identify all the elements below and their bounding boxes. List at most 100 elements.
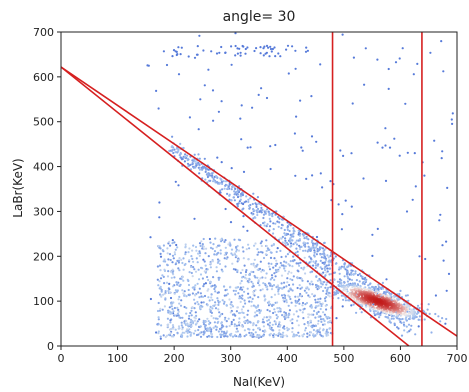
data-point <box>240 202 243 205</box>
data-point <box>304 303 307 306</box>
data-point <box>327 263 331 266</box>
data-point <box>260 270 263 273</box>
data-point <box>177 325 181 328</box>
data-point <box>334 293 338 296</box>
data-point <box>178 269 181 272</box>
data-point <box>316 279 319 282</box>
data-point <box>188 116 191 119</box>
data-point <box>275 262 278 265</box>
data-point <box>223 318 227 321</box>
data-point <box>233 199 236 202</box>
data-point <box>308 246 311 249</box>
data-point <box>367 284 370 287</box>
data-point <box>197 166 200 169</box>
data-point <box>233 334 237 337</box>
data-point <box>379 314 382 317</box>
data-point <box>239 288 242 291</box>
data-point <box>191 286 194 289</box>
data-point <box>290 233 293 236</box>
data-point <box>208 335 211 338</box>
data-point <box>319 297 322 300</box>
data-point <box>214 181 217 184</box>
data-point <box>269 256 273 259</box>
data-point <box>294 241 297 244</box>
data-point <box>310 95 313 98</box>
data-point <box>350 152 353 155</box>
data-point <box>252 192 255 195</box>
data-point <box>161 249 164 252</box>
data-point <box>216 297 219 300</box>
data-point <box>173 306 176 310</box>
data-point <box>157 318 160 321</box>
data-point <box>361 282 364 285</box>
data-point <box>279 335 282 338</box>
data-point <box>264 253 267 256</box>
data-point <box>423 174 426 177</box>
data-point <box>303 256 306 259</box>
data-point <box>171 285 175 288</box>
data-point <box>288 313 291 316</box>
data-point <box>322 318 325 321</box>
data-point <box>404 312 407 315</box>
data-point <box>384 144 387 147</box>
data-point <box>170 276 173 279</box>
data-point <box>399 314 402 317</box>
data-point <box>185 306 188 310</box>
data-point <box>237 238 240 241</box>
data-point <box>274 310 277 314</box>
data-point <box>294 49 297 52</box>
data-point <box>407 299 410 302</box>
data-point <box>245 269 248 272</box>
data-point <box>178 316 181 319</box>
data-point <box>306 335 309 338</box>
data-point <box>405 325 408 328</box>
data-point <box>284 239 287 242</box>
data-point <box>259 309 262 312</box>
data-point <box>162 334 165 337</box>
data-point <box>249 334 252 337</box>
data-point <box>179 156 182 159</box>
data-point <box>246 287 249 290</box>
data-point <box>306 250 309 253</box>
data-point <box>403 312 406 315</box>
data-point <box>172 310 175 313</box>
data-point <box>160 295 163 298</box>
data-point <box>246 146 249 149</box>
data-point <box>245 195 248 198</box>
data-point <box>203 157 206 160</box>
data-point <box>408 330 411 333</box>
data-point <box>265 285 268 288</box>
data-point <box>159 307 162 310</box>
data-point <box>182 257 185 260</box>
data-point <box>168 306 171 309</box>
data-point <box>381 287 385 290</box>
data-point <box>254 331 257 334</box>
data-point <box>287 316 290 319</box>
data-point <box>248 331 251 334</box>
data-point <box>286 272 290 275</box>
data-point <box>317 315 320 318</box>
data-point <box>299 292 302 296</box>
data-point <box>265 249 268 253</box>
data-point <box>218 262 222 266</box>
data-point <box>239 54 242 57</box>
data-point <box>223 257 226 260</box>
data-point <box>333 278 336 281</box>
data-point <box>325 296 328 299</box>
data-point <box>202 258 205 261</box>
data-point <box>441 317 444 320</box>
data-point <box>233 193 236 196</box>
data-point <box>281 314 284 317</box>
data-point <box>285 48 288 51</box>
data-point <box>211 298 214 302</box>
data-point <box>207 320 210 323</box>
data-point <box>300 146 303 149</box>
data-point <box>395 297 399 300</box>
data-point <box>289 287 292 290</box>
data-point <box>248 247 251 250</box>
data-point <box>218 276 221 279</box>
data-point <box>297 315 300 318</box>
data-point <box>198 172 201 175</box>
data-point <box>192 244 195 247</box>
